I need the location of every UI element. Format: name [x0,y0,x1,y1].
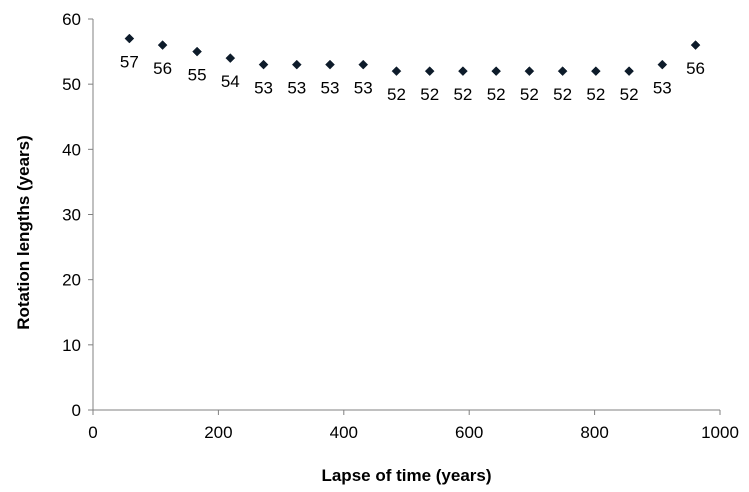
data-point [325,59,335,70]
data-point [192,46,202,57]
x-tick-label: 400 [330,423,358,442]
x-tick-label: 1000 [701,423,739,442]
data-point [225,53,236,63]
data-label: 54 [221,72,240,91]
data-points [124,33,701,76]
data-point [291,59,302,70]
y-tick-label: 50 [62,75,81,94]
y-axis-title: Rotation lengths (years) [14,135,33,330]
data-label: 52 [620,85,639,104]
data-label: 52 [520,85,539,104]
data-label: 53 [287,79,306,98]
data-label: 52 [487,85,506,104]
y-tick-label: 40 [62,140,81,159]
x-tick-label: 800 [580,423,608,442]
data-labels: 57 56 55 54 53 53 53 53 52 52 52 52 52 52 52 52 53 56 [120,53,705,105]
data-label: 52 [553,85,572,104]
data-point [524,66,535,76]
data-label: 56 [153,59,172,78]
data-label: 52 [387,85,406,104]
data-label: 52 [453,85,472,104]
data-point [657,59,668,70]
x-tick-label: 200 [204,423,232,442]
data-label: 53 [354,79,373,98]
x-tick-label: 0 [88,423,97,442]
data-point [391,66,402,76]
axes: 0 10 20 30 40 50 60 0 200 400 600 800 1000 [62,10,739,442]
data-point [157,40,168,50]
data-point [124,33,135,44]
data-point [491,66,502,76]
y-tick-label: 0 [72,401,81,420]
data-point [424,66,435,76]
data-label: 52 [586,85,605,104]
data-point [624,66,634,76]
data-label: 57 [120,53,139,72]
y-axis-ticks: 0 10 20 30 40 50 60 [62,10,93,420]
data-point [690,40,701,50]
data-label: 55 [188,66,207,85]
y-tick-label: 20 [62,271,81,290]
x-axis-ticks: 0 200 400 600 800 1000 [88,410,739,442]
y-tick-label: 60 [62,10,81,29]
data-label: 53 [321,79,340,98]
x-tick-label: 600 [455,423,483,442]
data-point [458,66,468,76]
data-label: 53 [653,79,672,98]
y-tick-label: 10 [62,336,81,355]
data-label: 52 [420,85,439,104]
y-tick-label: 30 [62,206,81,225]
data-point [358,59,369,70]
data-point [258,59,269,70]
x-axis-title: Lapse of time (years) [321,466,491,485]
data-point [591,66,601,76]
data-point [557,66,568,76]
data-label: 53 [254,79,273,98]
data-label: 56 [686,59,705,78]
